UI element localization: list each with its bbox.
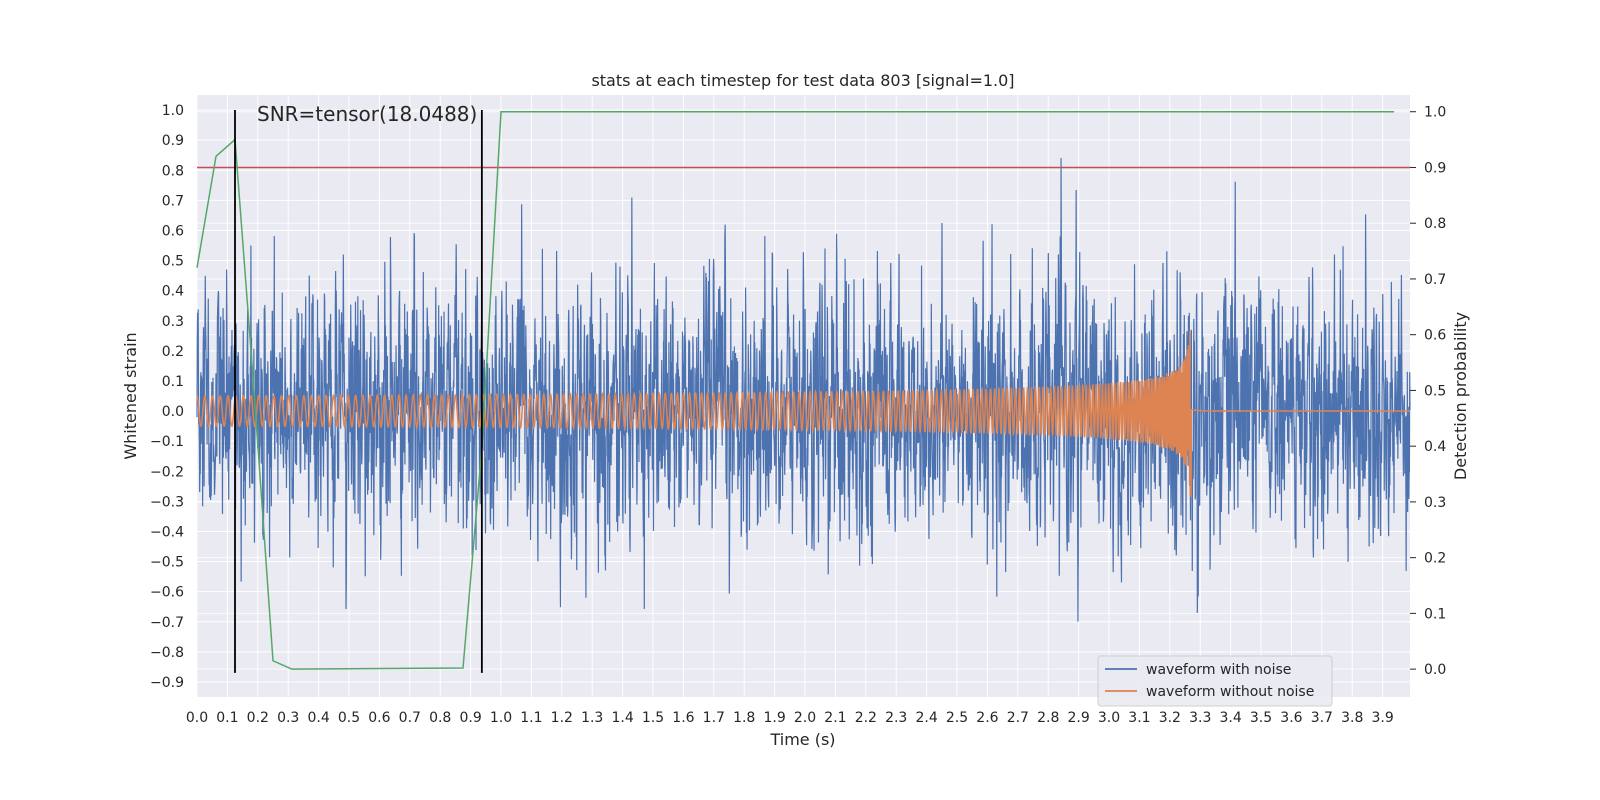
x-tick-label: 3.8 <box>1341 710 1363 726</box>
x-tick-label: 0.0 <box>186 710 208 726</box>
x-tick-label: 3.1 <box>1128 710 1150 726</box>
x-tick-label: 0.4 <box>307 710 329 726</box>
vertical-markers <box>234 110 483 673</box>
y-tick-label-right: 0.9 <box>1424 160 1446 176</box>
x-tick-label: 1.9 <box>763 710 785 726</box>
y-tick-label-right: 0.4 <box>1424 439 1446 455</box>
y-tick-label-left: 0.0 <box>162 404 184 420</box>
x-tick-label: 2.4 <box>915 710 937 726</box>
y-tick-label-left: −0.8 <box>150 645 184 661</box>
x-tick-label: 1.7 <box>703 710 725 726</box>
y-tick-label-left: −0.3 <box>150 494 184 510</box>
x-tick-label: 2.1 <box>824 710 846 726</box>
y-tick-label-right: 0.3 <box>1424 495 1446 511</box>
y-tick-label-left: 0.3 <box>162 314 184 330</box>
y-tick-label-right: 0.8 <box>1424 216 1446 232</box>
x-tick-label: 0.1 <box>216 710 238 726</box>
series-waveform-with-noise <box>196 158 1411 622</box>
x-tick-label: 2.5 <box>946 710 968 726</box>
y-tick-label-left: 0.7 <box>162 193 184 209</box>
y-tick-label-left: 0.4 <box>162 284 184 300</box>
legend-box <box>1097 655 1333 707</box>
y-tick-label-left: 0.5 <box>162 254 184 270</box>
x-tick-label: 3.2 <box>1159 710 1181 726</box>
y-tick-label-left: 1.0 <box>162 103 184 119</box>
x-tick-labels: 0.0 0.1 0.2 0.3 0.4 0.5 0.6 0.7 0.8 0.9 1.0 1.1 1.2 1… <box>186 710 1394 726</box>
y-tick-label-left: −0.7 <box>150 615 184 631</box>
y-tick-label-right: 0.1 <box>1424 606 1446 622</box>
x-tick-label: 1.5 <box>642 710 664 726</box>
legend-label-waveform-without-noise: waveform without noise <box>1146 684 1314 700</box>
x-tick-label: 2.9 <box>1067 710 1089 726</box>
x-tick-label: 0.6 <box>368 710 390 726</box>
x-tick-label: 1.8 <box>733 710 755 726</box>
legend: waveform with noise waveform without noi… <box>1097 655 1333 707</box>
y-tick-labels-left: −0.9 −0.8 −0.7 −0.6 −0.5 −0.4 −0.3 −0.2 −0.1 0.0 0… <box>150 103 184 691</box>
x-tick-label: 3.5 <box>1250 710 1272 726</box>
x-tick-label: 1.6 <box>672 710 694 726</box>
y-tick-label-left: −0.9 <box>150 675 184 691</box>
x-tick-label: 1.2 <box>551 710 573 726</box>
x-tick-label: 1.1 <box>520 710 542 726</box>
y-tick-labels-right: 0.0 0.1 0.2 0.3 0.4 0.5 0.6 0.7 0.8 0.9 1.0 <box>1410 105 1446 678</box>
x-tick-label: 0.2 <box>247 710 269 726</box>
chart-title: stats at each timestep for test data 803… <box>591 71 1014 90</box>
y-tick-label-left: −0.6 <box>150 585 184 601</box>
x-tick-label: 3.7 <box>1311 710 1333 726</box>
series-detection-probability <box>196 110 1395 670</box>
x-tick-label: 3.9 <box>1372 710 1394 726</box>
x-tick-label: 3.6 <box>1280 710 1302 726</box>
x-tick-label: 0.5 <box>338 710 360 726</box>
y-tick-label-left: −0.5 <box>150 555 184 571</box>
legend-label-waveform-with-noise: waveform with noise <box>1146 662 1291 678</box>
snr-annotation: SNR=tensor(18.0488) <box>257 102 477 126</box>
x-tick-label: 2.7 <box>1007 710 1029 726</box>
x-tick-label: 0.3 <box>277 710 299 726</box>
y-axis-label-right: Detection probability <box>1451 312 1470 480</box>
x-tick-label: 3.3 <box>1189 710 1211 726</box>
x-axis-label: Time (s) <box>769 730 835 749</box>
y-tick-label-right: 0.2 <box>1424 551 1446 567</box>
y-tick-label-left: 0.1 <box>162 374 184 390</box>
x-tick-label: 2.2 <box>855 710 877 726</box>
y-tick-label-left: −0.1 <box>150 434 184 450</box>
x-tick-label: 2.8 <box>1037 710 1059 726</box>
x-tick-label: 2.6 <box>976 710 998 726</box>
y-tick-label-left: 0.8 <box>162 163 184 179</box>
y-tick-label-left: 0.2 <box>162 344 184 360</box>
y-tick-label-right: 0.6 <box>1424 328 1446 344</box>
x-tick-label: 0.7 <box>399 710 421 726</box>
y-tick-label-left: −0.4 <box>150 524 184 540</box>
y-tick-label-left: −0.2 <box>150 464 184 480</box>
series-group <box>196 110 1411 673</box>
series-waveform-without-noise <box>196 330 1410 497</box>
y-tick-label-left: 0.9 <box>162 133 184 149</box>
x-tick-label: 0.9 <box>459 710 481 726</box>
x-tick-label: 0.8 <box>429 710 451 726</box>
y-axis-label-left: Whitened strain <box>121 332 140 459</box>
y-tick-label-right: 0.0 <box>1424 662 1446 678</box>
x-tick-label: 2.0 <box>794 710 816 726</box>
x-tick-label: 1.3 <box>581 710 603 726</box>
y-tick-label-right: 0.7 <box>1424 272 1446 288</box>
x-tick-label: 2.3 <box>885 710 907 726</box>
x-tick-label: 3.4 <box>1220 710 1242 726</box>
y-tick-label-right: 0.5 <box>1424 383 1446 399</box>
y-tick-label-left: 0.6 <box>162 223 184 239</box>
y-tick-label-right: 1.0 <box>1424 105 1446 121</box>
x-tick-label: 1.4 <box>611 710 633 726</box>
x-tick-label: 3.0 <box>1098 710 1120 726</box>
x-tick-label: 1.0 <box>490 710 512 726</box>
